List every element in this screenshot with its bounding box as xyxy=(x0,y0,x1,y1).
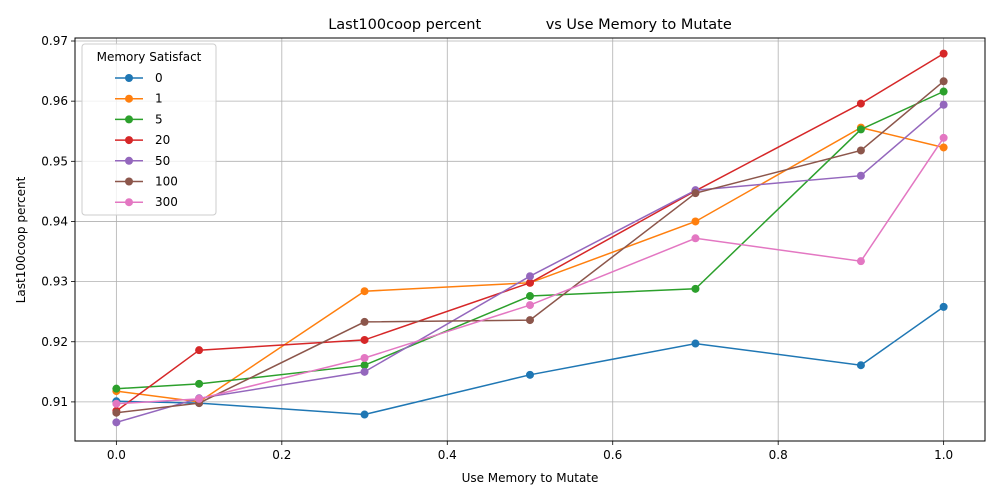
legend-item-1: 1 xyxy=(115,92,163,106)
data-point xyxy=(691,234,700,243)
data-point xyxy=(691,217,700,226)
legend-item-5: 5 xyxy=(115,112,163,126)
legend-item-300: 300 xyxy=(115,195,178,209)
plot-area-frame xyxy=(74,37,986,442)
y-axis-label: Last100coop percent xyxy=(14,176,28,303)
legend-item-20: 20 xyxy=(115,133,170,147)
legend-items: 0 1 5 20 50 100 300 xyxy=(115,71,178,209)
data-point xyxy=(526,272,534,281)
data-point xyxy=(856,125,865,134)
series-line-20 xyxy=(115,52,944,412)
data-point xyxy=(195,379,204,388)
data-point xyxy=(526,278,534,287)
data-point xyxy=(112,408,121,417)
data-point xyxy=(691,189,700,198)
x-tick-label: 0.2 xyxy=(272,448,291,462)
y-tick-label: 0.97 xyxy=(41,34,68,48)
legend-label: 100 xyxy=(155,175,178,189)
y-tick-label: 0.93 xyxy=(41,275,68,289)
data-point xyxy=(939,143,948,152)
data-point xyxy=(856,171,865,180)
series-line-5 xyxy=(116,90,944,390)
legend-label: 50 xyxy=(155,154,170,168)
data-point xyxy=(856,99,865,108)
data-point xyxy=(360,317,369,326)
series-100 xyxy=(112,77,948,417)
data-point xyxy=(195,394,204,403)
data-point xyxy=(691,339,700,348)
series-lines xyxy=(112,49,948,427)
data-point xyxy=(939,133,948,142)
y-tick-label: 0.91 xyxy=(41,395,68,409)
legend-marker xyxy=(125,136,133,145)
data-point xyxy=(526,301,534,310)
legend-title: Memory Satisfact xyxy=(97,50,202,64)
x-tick-label: 1.0 xyxy=(934,448,953,462)
data-point xyxy=(856,361,865,370)
series-line-100 xyxy=(116,80,945,414)
series-300 xyxy=(112,133,948,408)
y-tick-label: 0.96 xyxy=(41,94,68,108)
legend-box xyxy=(81,43,217,216)
data-point xyxy=(526,316,534,325)
data-point xyxy=(112,418,121,427)
legend-marker xyxy=(125,177,133,186)
chart-title: Last100coop percent vs Use Memory to Mut… xyxy=(328,17,732,33)
y-tick-label: 0.94 xyxy=(41,214,68,228)
data-point xyxy=(856,257,865,266)
y-tick-label: 0.95 xyxy=(41,154,68,168)
data-point xyxy=(939,49,948,58)
data-point xyxy=(939,87,948,96)
data-point xyxy=(526,370,534,379)
data-point xyxy=(360,287,369,296)
legend-marker xyxy=(125,115,133,124)
x-tick-label: 0.6 xyxy=(603,448,622,462)
legend-label: 0 xyxy=(155,71,163,85)
axis-ticks: 0.0 0.2 0.4 0.6 0.8 1.0 0.91 0.92 0.93 0.94 0.95 0.… xyxy=(41,34,953,462)
legend-label: 300 xyxy=(155,195,178,209)
data-point xyxy=(691,284,700,293)
series-5 xyxy=(112,87,948,393)
legend: Memory Satisfact 0 1 5 20 50 100 300 xyxy=(81,43,217,216)
legend-item-100: 100 xyxy=(115,175,178,189)
x-tick-label: 0.0 xyxy=(107,448,126,462)
data-point xyxy=(360,353,369,362)
x-tick-label: 0.8 xyxy=(769,448,788,462)
legend-label: 1 xyxy=(155,92,163,106)
x-tick-label: 0.4 xyxy=(438,448,457,462)
data-point xyxy=(112,399,121,408)
series-line-300 xyxy=(116,137,945,405)
legend-marker xyxy=(125,198,133,207)
data-point xyxy=(360,361,369,370)
legend-label: 20 xyxy=(155,133,170,147)
data-point xyxy=(195,346,204,355)
data-point xyxy=(360,410,369,419)
legend-item-50: 50 xyxy=(115,154,170,168)
data-point xyxy=(360,367,369,376)
data-point xyxy=(112,384,121,393)
y-tick-label: 0.92 xyxy=(41,335,68,349)
x-axis-label: Use Memory to Mutate xyxy=(462,471,599,485)
legend-item-0: 0 xyxy=(115,71,163,85)
legend-label: 5 xyxy=(155,112,163,126)
data-point xyxy=(856,146,865,155)
data-point xyxy=(360,335,369,344)
legend-marker xyxy=(125,74,133,82)
data-point xyxy=(939,100,948,109)
legend-marker xyxy=(125,94,133,103)
data-point xyxy=(939,77,948,86)
data-point xyxy=(939,302,948,311)
legend-marker xyxy=(125,156,133,165)
data-point xyxy=(526,292,534,301)
